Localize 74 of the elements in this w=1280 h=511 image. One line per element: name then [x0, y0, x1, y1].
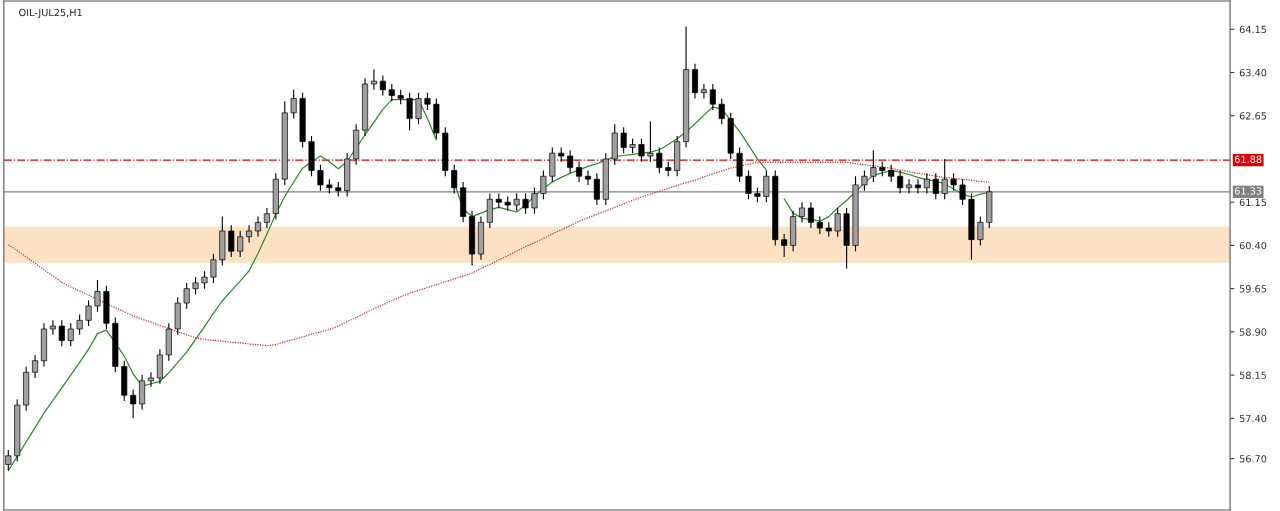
candlestick — [718, 97, 725, 125]
candlestick — [263, 207, 270, 229]
y-tick-label: 62.65 — [1239, 112, 1267, 120]
candlestick — [923, 172, 930, 195]
candlestick — [130, 388, 137, 419]
candlestick — [656, 146, 663, 174]
candlestick — [139, 374, 146, 411]
candlestick — [486, 192, 493, 229]
candlestick — [709, 83, 716, 111]
candlestick — [147, 371, 155, 388]
candlestick — [94, 279, 101, 313]
candlestick — [941, 158, 948, 200]
candlestick — [906, 178, 913, 195]
candlestick — [700, 83, 707, 99]
candlestick — [897, 169, 904, 195]
candlestick — [451, 164, 458, 195]
candlestick — [370, 69, 377, 91]
candlestick — [576, 161, 583, 183]
candlestick — [317, 164, 324, 192]
y-tick-label: 60.40 — [1239, 241, 1267, 250]
candlestick — [691, 63, 699, 99]
candlestick — [638, 138, 645, 163]
candlestick — [567, 149, 574, 174]
candlestick — [736, 146, 743, 183]
y-tick-label: 58.90 — [1239, 328, 1267, 336]
text: OIL-JUL25,H1 — [19, 8, 82, 18]
ref-line-label: 61.88 — [1234, 155, 1262, 163]
candlestick — [647, 120, 654, 163]
candlestick — [237, 230, 244, 258]
candlestick — [798, 201, 806, 223]
candlestick — [977, 216, 984, 246]
candlestick — [58, 319, 65, 347]
candlestick — [254, 216, 262, 238]
candlestick — [914, 178, 921, 195]
candlestick — [834, 207, 841, 238]
candlestick — [210, 253, 217, 284]
candlestick — [593, 172, 600, 206]
candlestick — [531, 187, 538, 215]
y-tick-label: 59.65 — [1239, 285, 1267, 293]
candlestick — [76, 314, 83, 336]
candlestick — [290, 89, 297, 120]
candlestick — [870, 149, 877, 183]
candlestick — [549, 146, 556, 183]
y-tick-label: 61.15 — [1239, 198, 1267, 207]
candlestick — [5, 449, 12, 471]
candlestick — [522, 192, 529, 215]
candlestick — [763, 169, 770, 203]
candlestick — [620, 126, 627, 154]
candlestick — [32, 354, 39, 379]
candlestick — [156, 348, 163, 385]
candlestick — [932, 172, 939, 200]
candlestick — [745, 169, 752, 200]
y-tick-label: 56.70 — [1239, 455, 1267, 463]
candlestick — [415, 92, 422, 125]
candlestick — [861, 169, 868, 192]
y-tick-label: 63.40 — [1239, 68, 1267, 77]
candlestick — [228, 224, 235, 258]
y-tick-label: 64.15 — [1239, 25, 1267, 34]
candlestick — [540, 169, 547, 200]
candlestick — [584, 169, 591, 186]
candlestick — [49, 319, 56, 336]
candlestick — [379, 74, 386, 97]
candlestick — [183, 282, 190, 310]
candlestick — [807, 201, 814, 229]
candlestick — [781, 233, 788, 258]
candlestick — [246, 224, 253, 244]
ref-line-label: 61.33 — [1234, 187, 1262, 195]
y-tick-label: 58.15 — [1239, 371, 1267, 379]
candlestick — [67, 322, 74, 347]
candlestick — [406, 92, 413, 131]
y-tick-label: 57.40 — [1239, 414, 1267, 423]
line-series — [7, 161, 990, 347]
candlestick — [959, 178, 966, 206]
candlestick — [85, 299, 92, 327]
